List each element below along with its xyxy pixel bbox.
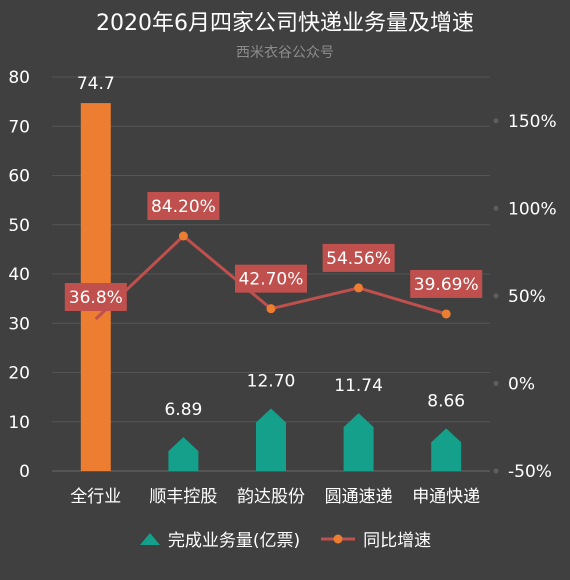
growth-point <box>441 309 451 319</box>
bar-value-label: 12.70 <box>247 371 296 391</box>
bar-value-label: 11.74 <box>334 376 383 396</box>
x-category-label: 全行业 <box>70 487 121 507</box>
y-left-tick-label: 20 <box>8 364 30 384</box>
growth-label-box <box>410 269 483 298</box>
bar-company <box>431 428 462 471</box>
legend-label-growth: 同比增速 <box>363 531 432 551</box>
y-left-tick-label: 60 <box>8 167 30 187</box>
y-right-tick-label: 50% <box>508 287 546 307</box>
bar-company <box>256 408 286 471</box>
chart-title: 2020年6月四家公司快递业务量及增速 <box>96 11 474 36</box>
bar-value-label: 8.66 <box>427 391 465 411</box>
legend-item-volume[interactable]: 完成业务量(亿票) <box>139 526 300 551</box>
line-series <box>94 231 451 321</box>
y-right-tick-label: 0% <box>508 374 535 394</box>
y-left-tick-label: 30 <box>8 314 30 334</box>
y-right-tick-mark <box>493 380 499 386</box>
bar-company <box>343 413 374 471</box>
triangle-icon <box>139 532 160 545</box>
y-left-tick-label: 0 <box>19 462 30 482</box>
growth-label-box <box>147 192 220 221</box>
y-left-tick-label: 80 <box>8 68 30 88</box>
legend: 完成业务量(亿票) 同比增速 <box>0 526 570 551</box>
line-marker-icon <box>321 534 356 543</box>
x-category-label: 申通快递 <box>412 487 480 507</box>
legend-item-growth[interactable]: 同比增速 <box>320 526 431 551</box>
data-labels: 74.7 6.89 12.70 11.74 8.66 36.8% 84.20% 42.70% 5… <box>64 74 483 420</box>
y-right-tick-mark <box>493 293 499 299</box>
growth-label: 84.20% <box>151 197 216 217</box>
bar-value-label: 74.7 <box>77 74 115 94</box>
y-right-tick-label: -50% <box>508 462 552 482</box>
growth-point <box>354 283 364 293</box>
y-right-tick-mark <box>493 118 499 124</box>
y-left-tick-label: 70 <box>8 117 30 137</box>
growth-point <box>266 304 276 314</box>
y-right-tick-mark <box>493 468 499 474</box>
axes: 0 10 20 30 40 50 60 70 80 -50% 0% 50% 100% 150% 全行业 顺丰控… <box>8 68 556 507</box>
growth-label: 54.56% <box>326 249 391 269</box>
y-left-tick-label: 10 <box>8 413 30 433</box>
x-category-label: 韵达股份 <box>237 487 305 507</box>
y-left-tick-label: 40 <box>8 265 30 285</box>
growth-label-box <box>64 283 127 312</box>
growth-point <box>178 231 188 241</box>
x-category-label: 顺丰控股 <box>149 487 217 507</box>
legend-label-volume: 完成业务量(亿票) <box>167 531 301 551</box>
bar-value-label: 6.89 <box>164 400 202 420</box>
growth-label-box <box>322 243 395 272</box>
y-right-tick-label: 150% <box>508 112 557 132</box>
chart-subtitle: 西米衣谷公众号 <box>236 45 334 61</box>
y-right-tick-label: 100% <box>508 199 557 219</box>
growth-label: 36.8% <box>69 288 123 308</box>
growth-label-box <box>235 264 307 293</box>
growth-label: 39.69% <box>414 275 479 295</box>
growth-label: 42.70% <box>239 270 304 290</box>
bar-company <box>168 437 199 471</box>
y-left-tick-label: 50 <box>8 216 30 236</box>
x-category-label: 圆通速递 <box>325 487 393 507</box>
y-right-tick-mark <box>493 205 499 211</box>
